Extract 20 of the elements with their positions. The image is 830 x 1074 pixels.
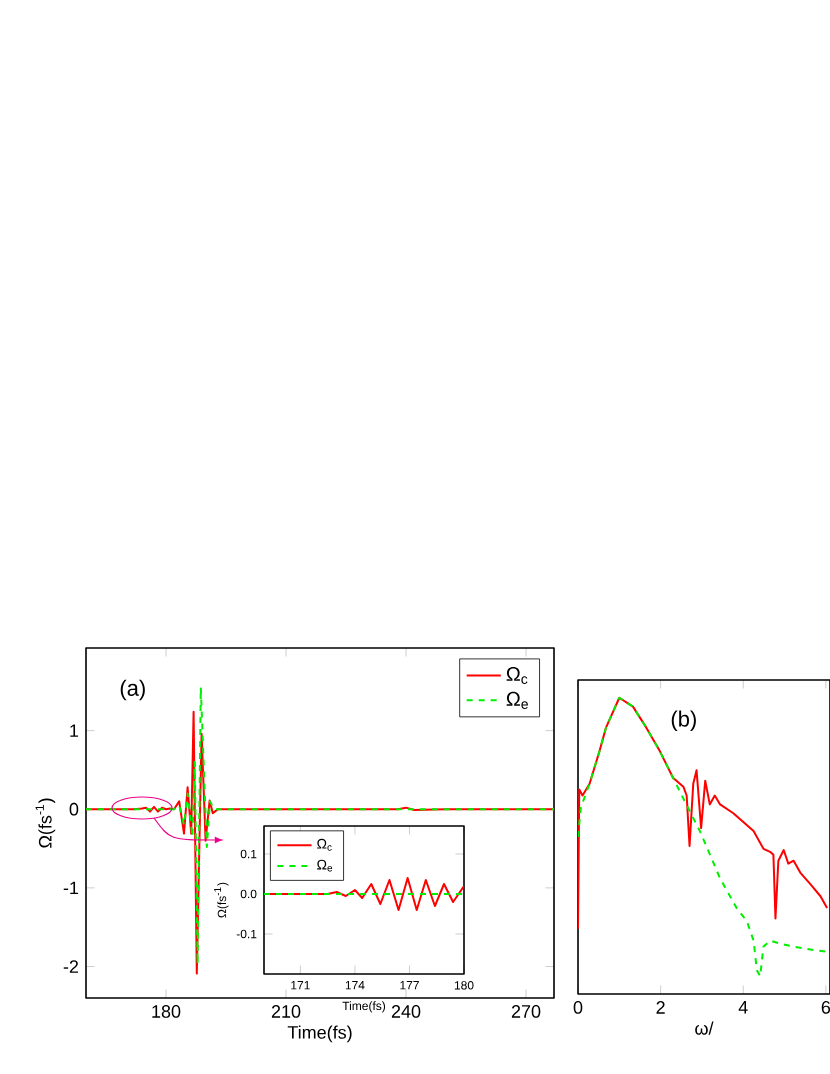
x-axis-title: Time(fs): [287, 1025, 352, 1043]
y-tick-label: 1: [70, 724, 79, 737]
annotation: (b): [671, 710, 696, 732]
x-tick-label: 2: [656, 1001, 665, 1014]
x-tick-label: 180: [152, 1005, 181, 1018]
x-tick-label: 0: [573, 1001, 583, 1014]
legend-label: Ω$_{e}$: [506, 691, 528, 709]
x-tick-label: 6: [821, 1001, 830, 1014]
x-tick-label: 270: [511, 1005, 541, 1018]
x-tick-label: 4: [738, 1001, 748, 1014]
y-tick-label: -1: [63, 881, 79, 895]
line-series: [264, 876, 465, 911]
x-tick-label: 240: [391, 1005, 421, 1018]
annotation: (a): [120, 679, 145, 701]
y-axis-title: Ω(fs$^{-1}$): [35, 798, 56, 848]
x-axis-title: ω/: [695, 1021, 714, 1035]
legend-label: Ω$_{c}$: [506, 666, 528, 684]
y-tick-label: 0: [69, 802, 79, 816]
y-tick-label: -2: [63, 960, 79, 973]
x-tick-label: 210: [271, 1005, 301, 1018]
